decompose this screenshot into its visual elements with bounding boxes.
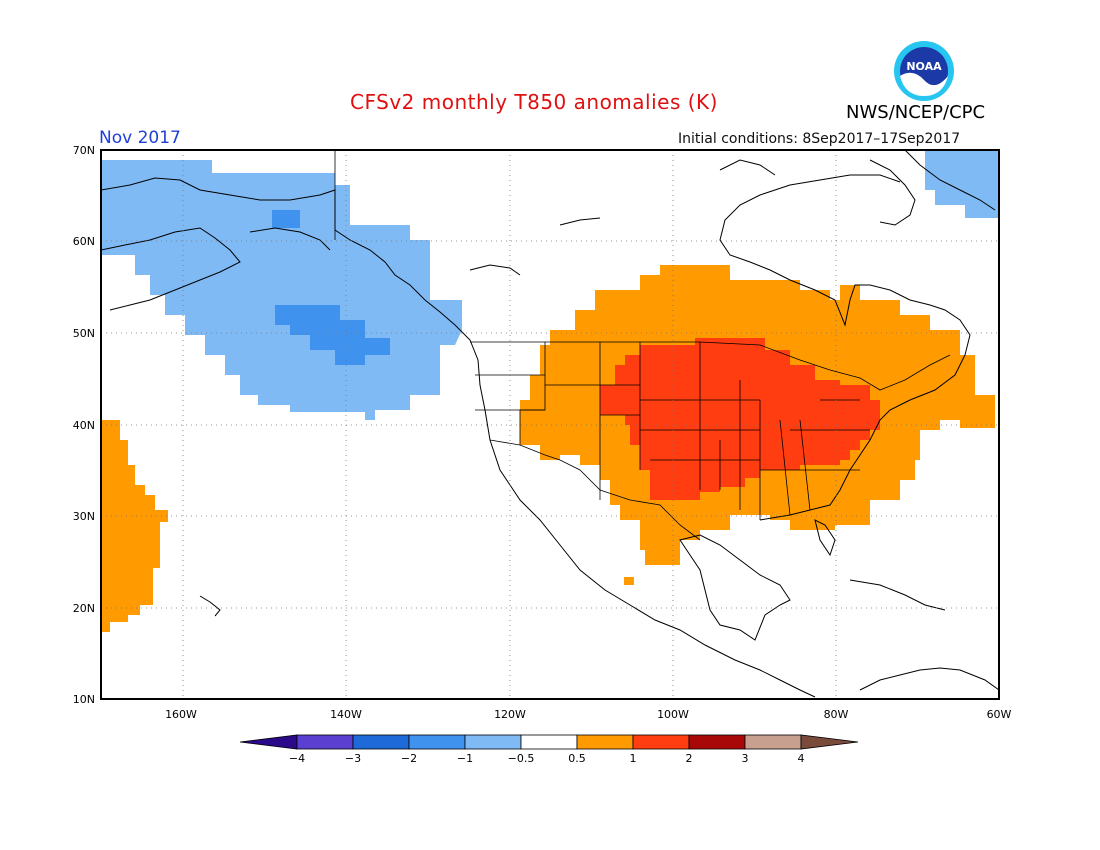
political-borders [334, 150, 951, 541]
lat-label: 50N [73, 327, 95, 340]
colorbar-tick-label: −3 [345, 752, 361, 765]
colorbar-segment [352, 734, 410, 750]
graticule [101, 150, 999, 699]
map-title: CFSv2 monthly T850 anomalies (K) [350, 90, 718, 114]
positive-anomaly-region-west [101, 420, 168, 632]
longitude-labels: 160W 140W 120W 100W 80W 60W [165, 708, 1011, 721]
colorbar-segment [296, 734, 354, 750]
stronger-negative-anomaly-small [272, 210, 300, 228]
colorbar-tick-label: 0.5 [568, 752, 586, 765]
colorbar-segment [464, 734, 522, 750]
colorbar-tick-label: 4 [798, 752, 805, 765]
negative-anomaly-region-east [925, 150, 999, 218]
colorbar-arrow-right [800, 734, 859, 750]
map-frame [100, 149, 1000, 700]
colorbar: −4 −3 −2 −1 −0.5 0.5 1 2 3 4 [239, 734, 859, 765]
positive-anomaly-spot [624, 577, 634, 585]
strong-positive-anomaly [600, 338, 880, 500]
lon-label: 140W [330, 708, 362, 721]
colorbar-tick-label: −0.5 [508, 752, 535, 765]
initial-conditions: Initial conditions: 8Sep2017–17Sep2017 [678, 131, 961, 147]
noaa-logo-icon: NOAA [894, 41, 954, 101]
colorbar-arrow-left [239, 734, 298, 750]
lon-label: 80W [824, 708, 849, 721]
lon-label: 160W [165, 708, 197, 721]
latitude-labels: 70N 60N 50N 40N 30N 20N 10N [73, 144, 95, 706]
colorbar-tick-label: −2 [401, 752, 417, 765]
lon-label: 60W [987, 708, 1012, 721]
lat-label: 70N [73, 144, 95, 157]
neutral-gap [415, 210, 455, 225]
stronger-negative-anomaly [275, 305, 390, 365]
colorbar-tick-label: 1 [630, 752, 637, 765]
forecast-month: Nov 2017 [99, 128, 181, 148]
anomaly-field [101, 150, 999, 632]
negative-anomaly-region [101, 160, 462, 420]
colorbar-tick-label: −4 [289, 752, 305, 765]
agency-label: NWS/NCEP/CPC [846, 102, 986, 123]
positive-anomaly-region [520, 265, 995, 565]
colorbar-segment [632, 734, 690, 750]
colorbar-segment [744, 734, 802, 750]
lat-label: 60N [73, 235, 95, 248]
lat-label: 40N [73, 419, 95, 432]
lat-label: 30N [73, 510, 95, 523]
colorbar-tick-label: 2 [686, 752, 693, 765]
coastlines [101, 150, 999, 698]
colorbar-segment [576, 734, 634, 750]
noaa-logo-text: NOAA [906, 60, 942, 73]
lat-label: 20N [73, 602, 95, 615]
colorbar-segment [408, 734, 466, 750]
colorbar-tick-label: −1 [457, 752, 473, 765]
lon-label: 120W [494, 708, 526, 721]
colorbar-segment [520, 734, 578, 750]
colorbar-tick-label: 3 [742, 752, 749, 765]
lat-label: 10N [73, 693, 95, 706]
lon-label: 100W [657, 708, 689, 721]
colorbar-segment [688, 734, 746, 750]
